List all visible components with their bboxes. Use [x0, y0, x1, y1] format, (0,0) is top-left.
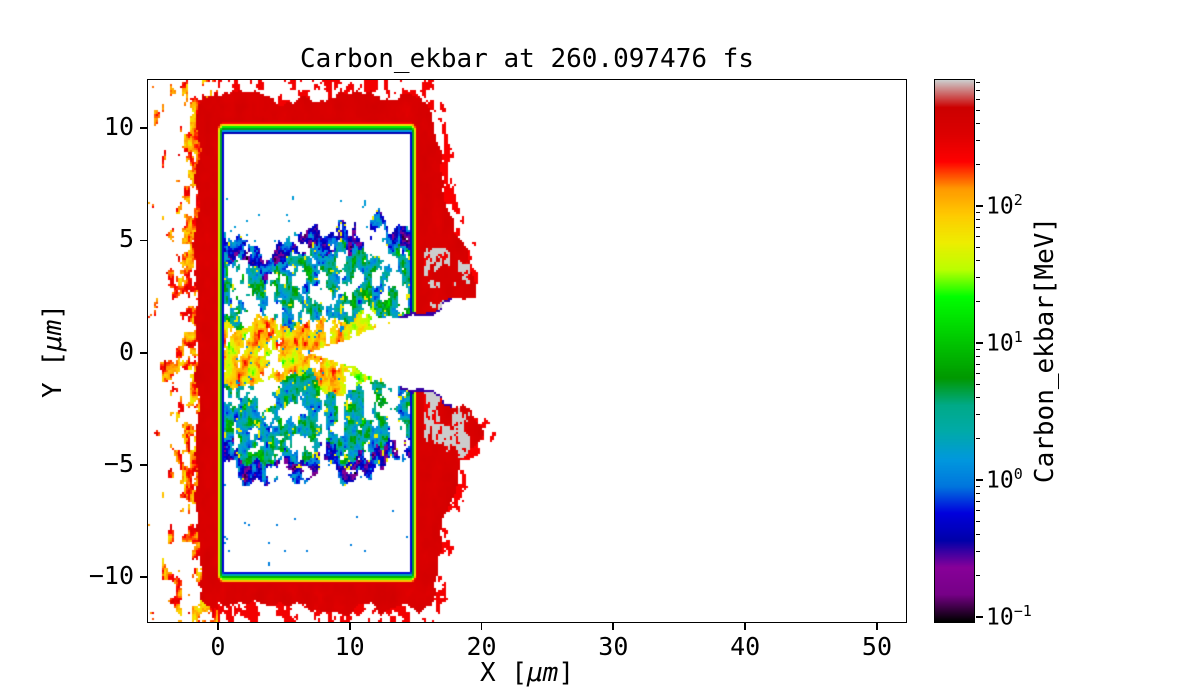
- colorbar-minor-tick-mark: [976, 575, 980, 577]
- colorbar-minor-tick-mark: [976, 500, 980, 502]
- x-tick-label: 10: [334, 632, 365, 661]
- colorbar-minor-tick-mark: [976, 276, 980, 279]
- colorbar-minor-tick-mark: [976, 122, 980, 125]
- colorbar-canvas: [935, 80, 974, 622]
- colorbar: [934, 79, 975, 623]
- x-tick-label: 20: [466, 632, 497, 661]
- colorbar-minor-tick-mark: [976, 98, 980, 100]
- x-tick-mark: [876, 623, 878, 630]
- colorbar-minor-tick-mark: [976, 396, 980, 399]
- x-tick-mark: [216, 623, 219, 630]
- colorbar-minor-tick-mark: [976, 246, 980, 248]
- colorbar-minor-tick-mark: [976, 218, 980, 220]
- colorbar-minor-tick-mark: [976, 139, 980, 142]
- colorbar-tick-mark: [976, 342, 983, 344]
- colorbar-tick-label: 10−1: [986, 602, 1032, 631]
- x-tick-label: 50: [861, 632, 893, 661]
- colorbar-minor-tick-mark: [976, 492, 980, 494]
- colorbar-minor-tick-mark: [976, 383, 980, 385]
- y-tick-mark: [140, 463, 147, 466]
- heatmap-canvas: [148, 80, 906, 622]
- colorbar-tick-mark: [976, 616, 983, 618]
- y-axis-label: Y [μm]: [38, 304, 68, 398]
- y-tick-mark: [140, 239, 147, 242]
- colorbar-minor-tick-mark: [976, 509, 980, 511]
- colorbar-minor-tick-mark: [976, 485, 980, 487]
- colorbar-minor-tick-mark: [976, 438, 980, 440]
- y-tick-label: −10: [88, 561, 134, 591]
- colorbar-minor-tick-mark: [976, 235, 980, 237]
- colorbar-minor-tick-mark: [976, 372, 980, 374]
- colorbar-tick-label: 101: [986, 327, 1023, 357]
- colorbar-minor-tick-mark: [976, 81, 980, 83]
- y-tick-label: 10: [103, 112, 134, 142]
- colorbar-minor-tick-mark: [976, 109, 980, 111]
- x-tick-label: 0: [210, 632, 226, 661]
- colorbar-tick-mark: [976, 479, 983, 481]
- x-axis-label: X [μm]: [480, 658, 574, 688]
- colorbar-minor-tick-mark: [976, 226, 980, 228]
- x-tick-mark: [348, 623, 351, 630]
- x-tick-label: 40: [730, 632, 761, 661]
- x-tick-label: 30: [598, 632, 629, 661]
- colorbar-minor-tick-mark: [976, 301, 980, 303]
- colorbar-minor-tick-mark: [976, 533, 980, 536]
- colorbar-minor-tick-mark: [976, 211, 980, 213]
- x-tick-mark: [612, 623, 615, 630]
- colorbar-minor-tick-mark: [976, 520, 980, 522]
- colorbar-minor-tick-mark: [976, 348, 980, 350]
- y-tick-mark: [140, 351, 147, 354]
- y-tick-mark: [140, 576, 147, 578]
- colorbar-minor-tick-mark: [976, 259, 980, 262]
- y-tick-label: −5: [103, 448, 134, 478]
- colorbar-label: Carbon_ekbar[MeV]: [1030, 216, 1060, 484]
- colorbar-tick-label: 102: [986, 190, 1023, 220]
- colorbar-minor-tick-mark: [976, 414, 980, 416]
- y-tick-label: 5: [118, 224, 134, 254]
- plot-title: Carbon_ekbar at 260.097476 fs: [300, 44, 754, 74]
- colorbar-minor-tick-mark: [976, 164, 980, 166]
- colorbar-minor-tick-mark: [976, 551, 980, 553]
- colorbar-tick-mark: [976, 205, 983, 207]
- colorbar-minor-tick-mark: [976, 363, 980, 365]
- x-tick-mark: [744, 623, 747, 630]
- colorbar-tick-label: 100: [986, 465, 1023, 494]
- colorbar-minor-tick-mark: [976, 89, 980, 91]
- colorbar-minor-tick-mark: [976, 355, 980, 357]
- y-tick-label: 0: [118, 336, 134, 366]
- x-tick-mark: [480, 623, 483, 630]
- y-tick-mark: [140, 127, 147, 130]
- plot-area: [147, 79, 907, 623]
